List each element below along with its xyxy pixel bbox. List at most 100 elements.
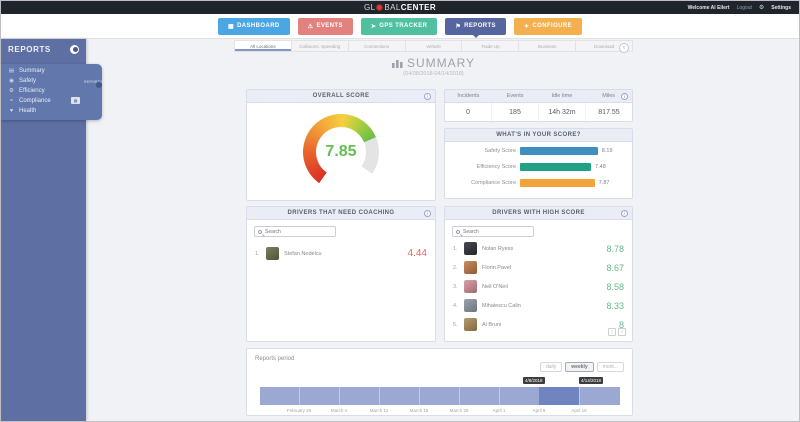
high-score-title: DRIVERS WITH HIGH SCORE xyxy=(492,210,585,216)
stats-value-row: 0 185 14h 32m 817.55 xyxy=(445,103,632,121)
weekly-button[interactable]: weekly xyxy=(565,362,594,372)
driver-score: 4.44 xyxy=(407,248,427,259)
logo-text-prefix: GL xyxy=(363,3,376,12)
stats-strip: Incidents Events Idle time Miles i 0 185… xyxy=(444,89,633,122)
sidebar-item-summary[interactable]: ▤ Summary xyxy=(1,66,83,76)
dashboard-icon: ▦ xyxy=(227,23,235,30)
nav-gps-tracker-button[interactable]: ➤ GPS TRACKER xyxy=(360,17,438,35)
tick-label: March 11 xyxy=(369,408,389,413)
tab-vehicle[interactable]: Vehicle xyxy=(405,41,463,51)
overall-score-card: OVERALL SCORE i 7.85 xyxy=(246,89,436,201)
tick-label: April 8 xyxy=(532,408,546,413)
driver-avatar xyxy=(464,280,477,293)
tab-download[interactable]: Download xyxy=(576,41,633,51)
driver-name: Al Bruni xyxy=(482,321,502,328)
driver-score: 8 xyxy=(618,319,624,330)
tab-all-locations[interactable]: All Locations xyxy=(235,41,292,51)
health-heart-icon: ♥ xyxy=(9,108,14,114)
driver-rank: 3. xyxy=(453,283,458,290)
score-gauge: 7.85 xyxy=(303,114,379,190)
tab-collisions-speeding[interactable]: Collisions, Speeding xyxy=(291,41,349,51)
welcome-text: Welcome Al Eilert xyxy=(687,4,730,11)
compliance-score-bar xyxy=(520,178,595,187)
tab-connections[interactable]: Connections xyxy=(348,41,406,51)
daily-button[interactable]: daily xyxy=(540,362,563,372)
stats-idle-time-value: 14h 32m xyxy=(539,103,586,121)
logo-text-mid: BAL xyxy=(384,3,401,12)
nav-dashboard-button[interactable]: ▦ DASHBOARD xyxy=(217,17,290,35)
timeline-gridline xyxy=(379,387,380,405)
sidebar-title: REPORTS xyxy=(8,45,51,54)
high-score-driver-row[interactable]: 1. Nolan Ryess 8.78 xyxy=(445,239,632,258)
info-icon[interactable]: i xyxy=(424,93,431,100)
nav-events-label: EVENTS xyxy=(316,23,343,29)
sidebar-item-efficiency[interactable]: ⚙ Efficiency xyxy=(1,86,83,96)
compliance-badge[interactable]: ▦ xyxy=(71,97,80,104)
coaching-driver-row[interactable]: 1. Stefan Nedelcu 4.44 xyxy=(247,239,435,263)
tick-label: February 25 xyxy=(286,408,312,413)
compliance-wave-icon: ≈ xyxy=(9,98,14,104)
sidebar-item-compliance[interactable]: ≈ Compliance ▦ xyxy=(1,96,83,106)
globe-icon xyxy=(376,4,384,11)
sidebar-item-health[interactable]: ♥ Health xyxy=(1,106,83,116)
timeline-band[interactable] xyxy=(260,387,620,405)
high-score-header: DRIVERS WITH HIGH SCORE i xyxy=(445,207,632,220)
driver-name: Neil O'Neil xyxy=(482,283,508,290)
compliance-score-value: 7.87 xyxy=(598,179,610,186)
coaching-search-input[interactable] xyxy=(265,228,332,235)
score-gauge-value: 7.85 xyxy=(325,143,357,160)
location-icon: ➤ xyxy=(370,23,377,30)
settings-link[interactable]: Settings xyxy=(771,4,791,11)
high-score-driver-row[interactable]: 3. Neil O'Neil 8.58 xyxy=(445,277,632,296)
driver-score: 8.33 xyxy=(606,300,624,311)
nav-reports-button[interactable]: ⚑ REPORTS xyxy=(445,17,506,35)
reports-slideout-tab[interactable]: REPORTS xyxy=(84,79,103,84)
report-tabstrip: All Locations Collisions, Speeding Conne… xyxy=(234,40,633,52)
gear-icon: ⚙ xyxy=(758,5,765,11)
range-start-badge: 4/8/2018 xyxy=(523,377,545,384)
reports-period-label: Reports period xyxy=(255,356,295,362)
main-nav: ▦ DASHBOARD ⚠ EVENTS ➤ GPS TRACKER ⚑ REP… xyxy=(1,14,799,39)
stats-col-idle-time: Idle time xyxy=(551,93,573,99)
quick-menu-button[interactable]: ≈ xyxy=(619,43,629,53)
driver-score: 8.78 xyxy=(606,243,624,254)
stats-incidents-value: 0 xyxy=(445,103,492,121)
page-next-button[interactable]: › xyxy=(618,328,626,336)
collapse-sidebar-icon[interactable] xyxy=(70,45,79,54)
period-buttons: daily weekly mont... xyxy=(540,362,624,372)
efficiency-score-value: 7.48 xyxy=(595,163,606,170)
stats-col-miles: Miles xyxy=(602,93,616,99)
sidebar-item-safety[interactable]: ◉ Safety xyxy=(1,76,83,86)
driver-rank: 1. xyxy=(453,245,458,252)
page-date-range: (04/08/2018-04/14/2018) xyxy=(403,71,464,77)
sidebar-header: REPORTS xyxy=(1,39,86,59)
info-icon[interactable]: i xyxy=(424,210,431,217)
tab-trade-up[interactable]: Trade Up xyxy=(462,41,520,51)
timeline-selection-handle[interactable] xyxy=(539,387,579,405)
sidebar-menu: ▤ Summary ◉ Safety ⚙ Efficiency ≈ Compli… xyxy=(1,64,103,120)
high-score-driver-row[interactable]: 4. Mihaiescu Calin 8.33 xyxy=(445,296,632,315)
tick-label: April 15 xyxy=(571,408,587,413)
pagination: ‹ › xyxy=(608,328,626,336)
nav-reports-label: REPORTS xyxy=(464,23,496,29)
sidebar-item-label: Summary xyxy=(19,68,45,74)
nav-configure-button[interactable]: ✦ CONFIGURE xyxy=(513,17,583,35)
overall-score-header: OVERALL SCORE i xyxy=(247,90,435,103)
timeline-gridline xyxy=(419,387,420,405)
safety-score-bar xyxy=(520,146,598,155)
logout-link[interactable]: Logout xyxy=(736,4,752,11)
nav-gps-tracker-label: GPS TRACKER xyxy=(379,23,428,29)
driver-rank: 4. xyxy=(453,302,458,309)
info-icon[interactable]: i xyxy=(621,93,628,100)
timeline-gridline xyxy=(299,387,300,405)
high-score-search-input[interactable] xyxy=(463,228,530,235)
high-score-driver-row[interactable]: 5. Al Bruni 8 xyxy=(445,315,632,334)
info-icon[interactable]: i xyxy=(621,210,628,217)
tab-business[interactable]: Business xyxy=(519,41,577,51)
coaching-search xyxy=(254,226,336,237)
compliance-score-label: Compliance Score xyxy=(471,179,516,186)
high-score-driver-row[interactable]: 2. Florin Pavel 8.67 xyxy=(445,258,632,277)
monthly-button[interactable]: mont... xyxy=(596,362,624,372)
page-prev-button[interactable]: ‹ xyxy=(608,328,616,336)
nav-events-button[interactable]: ⚠ EVENTS xyxy=(297,17,353,35)
